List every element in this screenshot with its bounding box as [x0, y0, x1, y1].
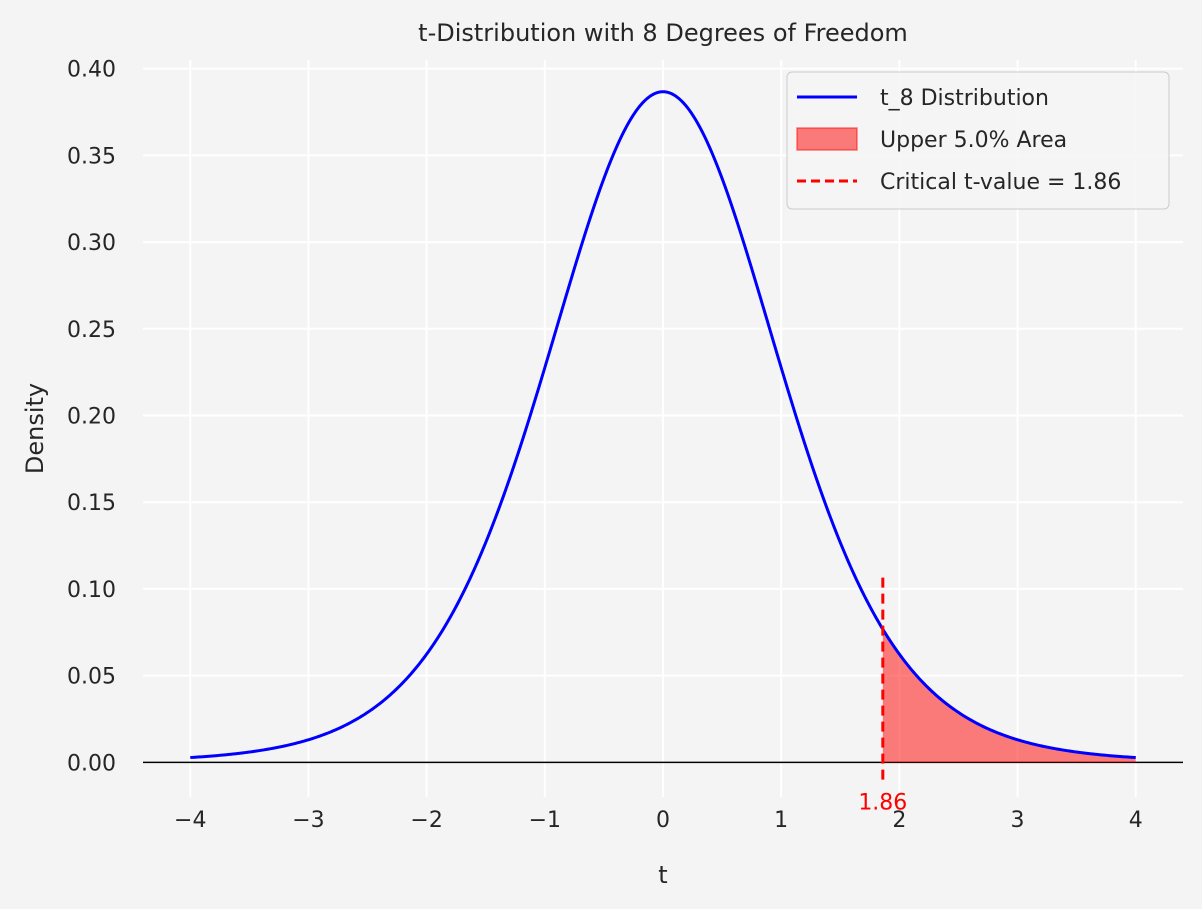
- legend-swatch-area: [796, 127, 858, 151]
- y-tick-label-2: 0.10: [67, 578, 116, 603]
- legend-label-distribution: t_8 Distribution: [880, 86, 1049, 111]
- x-axis-ticks: −4 −3 −2 −1 0 1 2 3 4: [174, 808, 1143, 833]
- y-tick-label-4: 0.20: [67, 404, 116, 429]
- y-tick-label-7: 0.35: [67, 144, 116, 169]
- shaded-area-layer: [882, 629, 1136, 763]
- series-layer: [190, 90, 1136, 760]
- upper-tail-area: [882, 629, 1136, 763]
- y-tick-label-5: 0.25: [67, 318, 116, 343]
- x-tick-label-2: −2: [410, 808, 442, 833]
- legend-box: [786, 71, 1170, 210]
- legend: t_8 Distribution Upper 5.0% Area Critica…: [786, 71, 1170, 210]
- x-tick-label-0: −4: [174, 808, 206, 833]
- x-tick-label-3: −1: [529, 808, 561, 833]
- x-tick-label-4: 0: [656, 808, 670, 833]
- x-tick-label-5: 1: [774, 808, 788, 833]
- x-axis-label: t: [658, 861, 667, 889]
- x-tick-label-7: 3: [1011, 808, 1025, 833]
- legend-label-area: Upper 5.0% Area: [880, 128, 1067, 153]
- y-tick-label-6: 0.30: [67, 231, 116, 256]
- y-axis-ticks: 0.00 0.05 0.10 0.15 0.20 0.25 0.30 0.35 0.40: [67, 58, 116, 777]
- y-tick-label-8: 0.40: [67, 58, 116, 83]
- critical-value-annotation: 1.86: [858, 791, 907, 816]
- legend-label-critical: Critical t-value = 1.86: [880, 170, 1121, 195]
- x-tick-label-1: −3: [292, 808, 324, 833]
- series-line-t8: [190, 90, 1136, 760]
- chart-title: t-Distribution with 8 Degrees of Freedom: [418, 19, 908, 47]
- y-tick-label-0: 0.00: [67, 751, 116, 776]
- y-tick-label-1: 0.05: [67, 665, 116, 690]
- y-axis-label: Density: [21, 383, 49, 474]
- x-tick-label-8: 4: [1129, 808, 1143, 833]
- y-tick-label-3: 0.15: [67, 491, 116, 516]
- x-tick-label-6: 2: [892, 808, 906, 833]
